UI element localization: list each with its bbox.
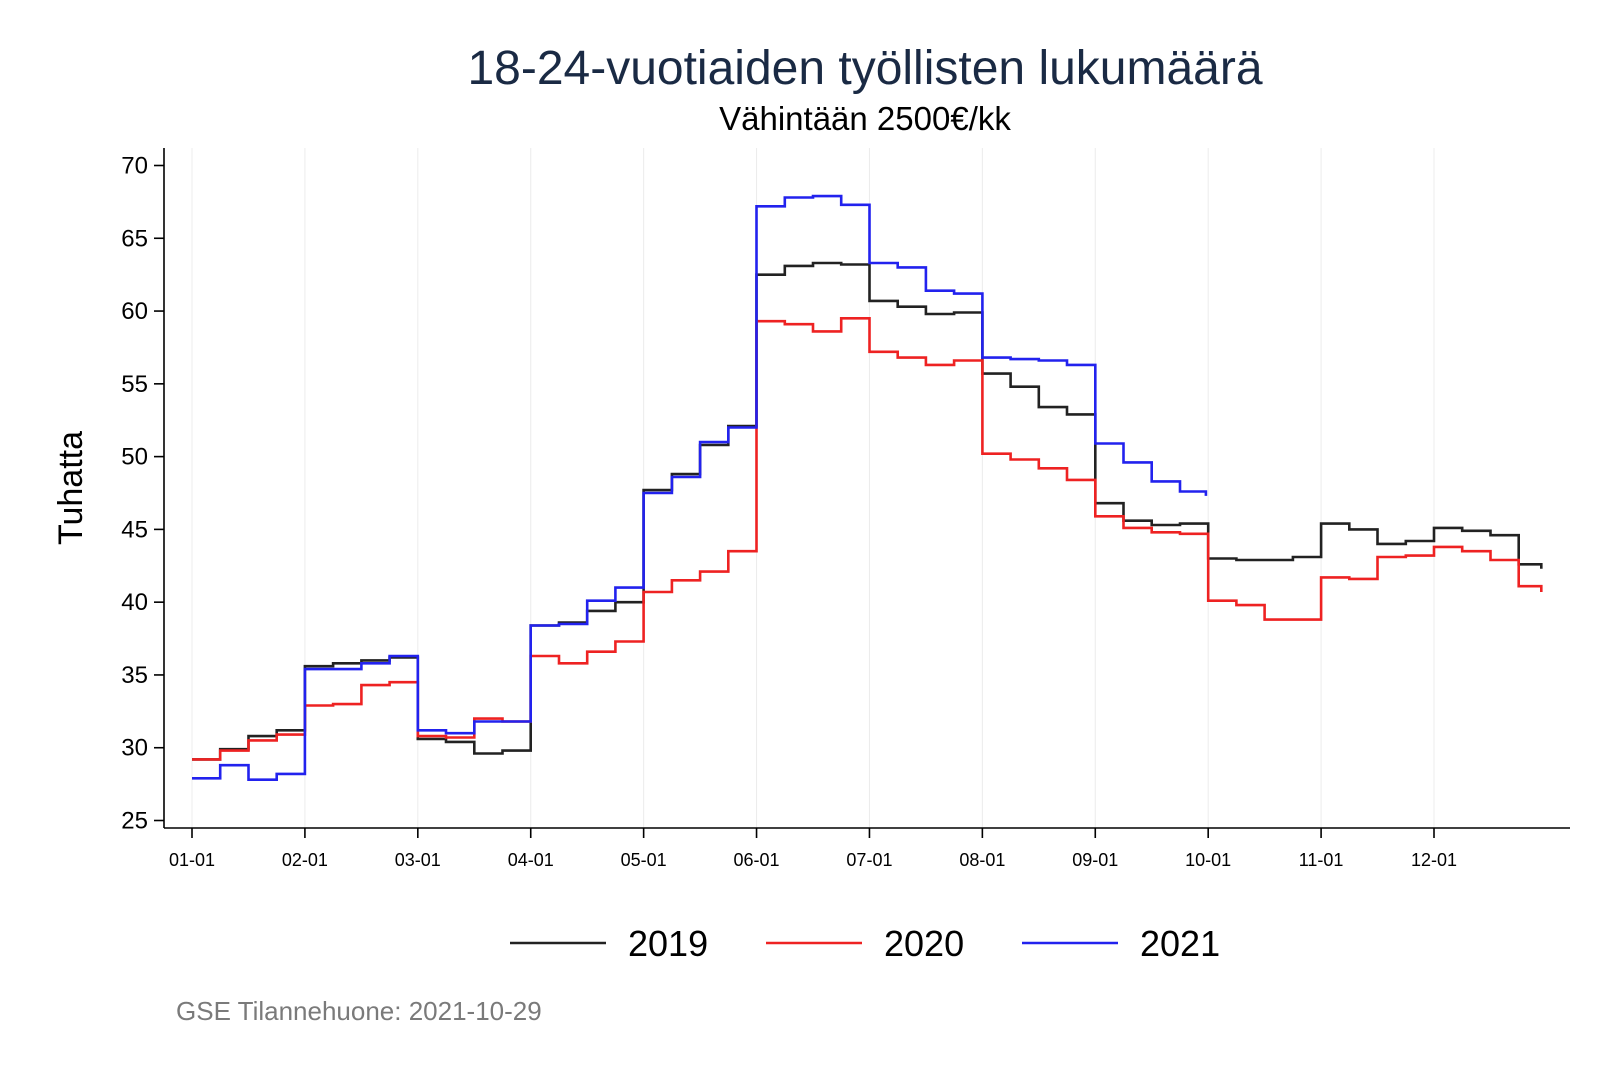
x-tick-label-09-01: 09-01 — [1072, 850, 1118, 870]
y-axis-label: Tuhatta — [52, 431, 90, 545]
y-axis-ticks: 25 30 35 40 45 50 55 60 65 70 — [121, 153, 164, 835]
y-tick-label-70: 70 — [121, 153, 148, 180]
x-tick-label-10-01: 10-01 — [1185, 850, 1231, 870]
x-axis-ticks: 01-01 02-01 03-01 04-01 05-01 06-01 07-01 08-01… — [169, 828, 1457, 870]
legend: 2019 2020 2021 — [510, 923, 1220, 964]
x-tick-label-07-01: 07-01 — [846, 850, 892, 870]
x-tick-label-06-01: 06-01 — [734, 850, 780, 870]
y-tick-label-45: 45 — [121, 516, 148, 543]
series-line-2021 — [192, 194, 1208, 781]
chart-title: 18-24-vuotiaiden työllisten lukumäärä — [467, 42, 1262, 95]
legend-label-2020: 2020 — [884, 923, 964, 964]
x-tick-label-12-01: 12-01 — [1411, 850, 1457, 870]
y-tick-label-60: 60 — [121, 298, 148, 325]
y-tick-label-55: 55 — [121, 371, 148, 398]
legend-label-2019: 2019 — [628, 923, 708, 964]
y-tick-label-65: 65 — [121, 225, 148, 252]
y-tick-label-40: 40 — [121, 589, 148, 616]
x-tick-label-08-01: 08-01 — [959, 850, 1005, 870]
x-tick-label-04-01: 04-01 — [508, 850, 554, 870]
y-tick-label-25: 25 — [121, 808, 148, 835]
y-tick-label-30: 30 — [121, 735, 148, 762]
x-tick-label-01-01: 01-01 — [169, 850, 215, 870]
x-tick-label-02-01: 02-01 — [282, 850, 328, 870]
data-series — [192, 194, 1543, 781]
x-tick-label-05-01: 05-01 — [621, 850, 667, 870]
legend-label-2021: 2021 — [1140, 923, 1220, 964]
y-tick-label-35: 35 — [121, 662, 148, 689]
x-tick-label-03-01: 03-01 — [395, 850, 441, 870]
y-tick-label-50: 50 — [121, 444, 148, 471]
chart-subtitle: Vähintään 2500€/kk — [719, 100, 1011, 137]
x-tick-label-11-01: 11-01 — [1299, 850, 1344, 870]
source-caption: GSE Tilannehuone: 2021-10-29 — [176, 996, 542, 1026]
